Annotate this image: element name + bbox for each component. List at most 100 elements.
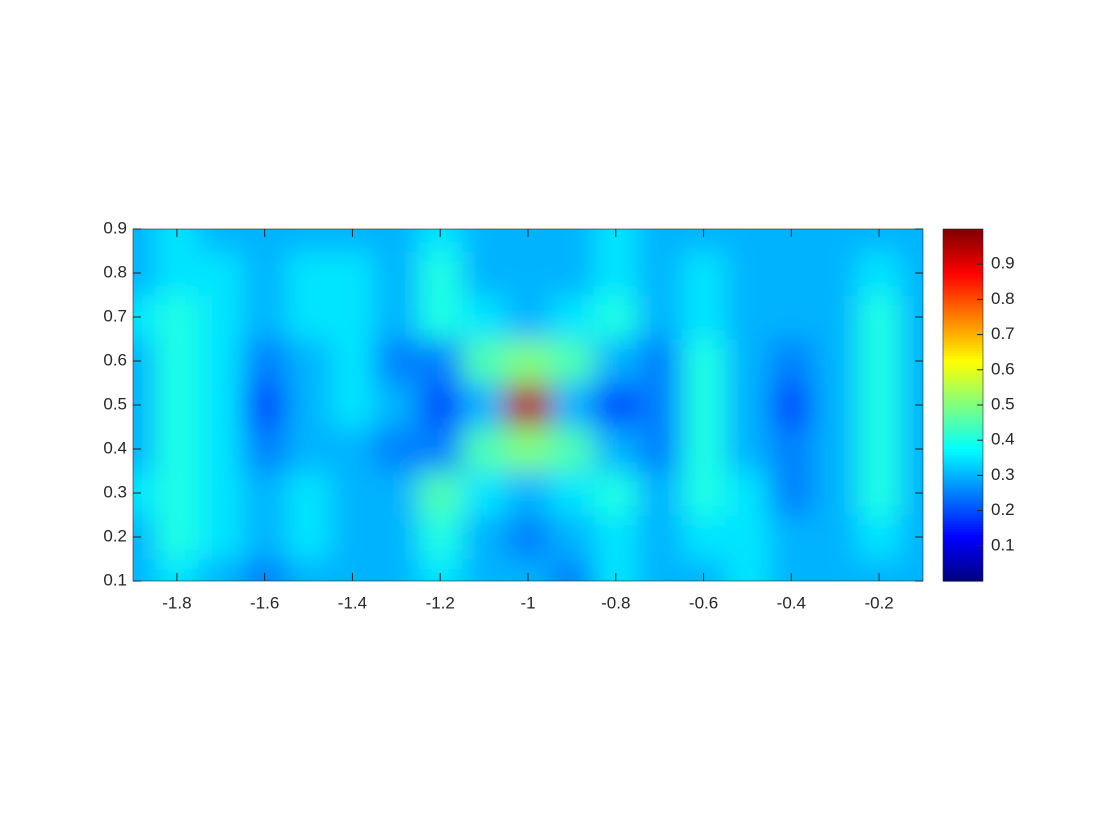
colorbar-step [943,490,983,494]
heatmap-cell [418,427,463,472]
heatmap-cell [593,339,639,384]
heatmap-cell [681,383,726,428]
heatmap-cell [549,427,595,472]
colorbar-step [943,432,983,436]
heatmap-cell [769,251,814,296]
colorbar-step [943,308,983,313]
colorbar-step [943,273,983,277]
heatmap-cell [374,427,419,472]
heatmap-cell [154,515,200,560]
heatmap-cell [901,229,923,252]
colorbar-tick-label: 0.6 [991,359,1015,378]
heatmap-cell [637,471,683,516]
y-tick-label: 0.1 [103,570,127,589]
heatmap-cell [813,339,858,384]
heatmap-cell [330,295,375,340]
heatmap-cell [462,471,507,516]
colorbar-step [943,468,983,472]
heatmap-cell [374,295,419,340]
heatmap-cell [418,383,463,428]
heatmap-cell [154,427,200,472]
colorbar-step [943,410,983,414]
colorbar-step [943,322,983,326]
heatmap-cell [242,515,288,560]
colorbar-step [943,479,983,483]
heatmap-cell [769,515,814,560]
colorbar-step [943,567,983,571]
colorbar-step [943,528,983,533]
colorbar-step [943,352,983,357]
heatmap-cell [593,251,639,296]
colorbar-step [943,550,983,555]
colorbar-step [943,383,983,387]
heatmap-cell [725,559,770,581]
colorbar-step [943,355,983,359]
heatmap-cell [769,229,814,252]
heatmap-cell [769,559,814,581]
y-tick-label: 0.4 [103,438,127,457]
heatmap-cell [198,383,244,428]
x-tick-label: -0.8 [601,593,630,612]
heatmap-cell [418,251,463,296]
colorbar-tick-label: 0.7 [991,324,1015,343]
colorbar-step [943,372,983,376]
heatmap-cell [418,229,463,252]
colorbar-step [943,506,983,511]
heatmap-cell [901,251,923,296]
colorbar-step [943,303,983,307]
heatmap-cell [549,559,595,581]
heatmap-cell [901,471,923,516]
colorbar-step [943,545,983,549]
heatmap-cells [133,229,923,581]
heatmap-cell [637,427,683,472]
heatmap-cell [154,251,200,296]
colorbar-step [943,242,983,247]
colorbar-step [943,314,983,318]
heatmap-cell [857,559,902,581]
heatmap-cell [242,295,288,340]
colorbar-step [943,284,983,288]
heatmap-cell [462,383,507,428]
y-tick-label: 0.2 [103,526,127,545]
heatmap-cell [813,559,858,581]
colorbar-step [943,325,983,329]
heatmap-cell [330,427,375,472]
heatmap-cell [725,229,770,252]
colorbar-step [943,388,983,392]
heatmap-cell [549,339,595,384]
colorbar-step [943,248,983,252]
heatmap-cell [374,229,419,252]
colorbar-step [943,418,983,423]
heatmap-cell [593,427,639,472]
heatmap-cell [813,427,858,472]
colorbar-tick-label: 0.1 [991,535,1015,554]
heatmap-cell [198,559,244,581]
y-tick-label: 0.9 [103,218,127,237]
heatmap-cell [242,471,288,516]
heatmap-cell [506,295,551,340]
heatmap-cell [549,251,595,296]
heatmap-cell [198,295,244,340]
heatmap-cell [154,383,200,428]
colorbar-step [943,578,983,582]
colorbar-step [943,446,983,450]
heatmap-cell [242,229,288,252]
heatmap-cell [901,295,923,340]
colorbar-step [943,336,983,340]
heatmap-cell [506,471,551,516]
colorbar-step [943,341,983,346]
heatmap-cell [681,229,726,252]
heatmap-cell [242,427,288,472]
colorbar-step [943,407,983,412]
colorbar-tick-label: 0.4 [991,430,1015,449]
heatmap-cell [637,251,683,296]
x-tick-label: -1.4 [338,593,367,612]
x-tick-label: -1.2 [426,593,455,612]
heatmap-cell [133,559,156,581]
heatmap-cell [506,383,551,428]
heatmap-cell [330,229,375,252]
heatmap-cell [242,339,288,384]
heatmap-cell [681,559,726,581]
colorbar-step [943,281,983,285]
colorbar-step [943,512,983,516]
